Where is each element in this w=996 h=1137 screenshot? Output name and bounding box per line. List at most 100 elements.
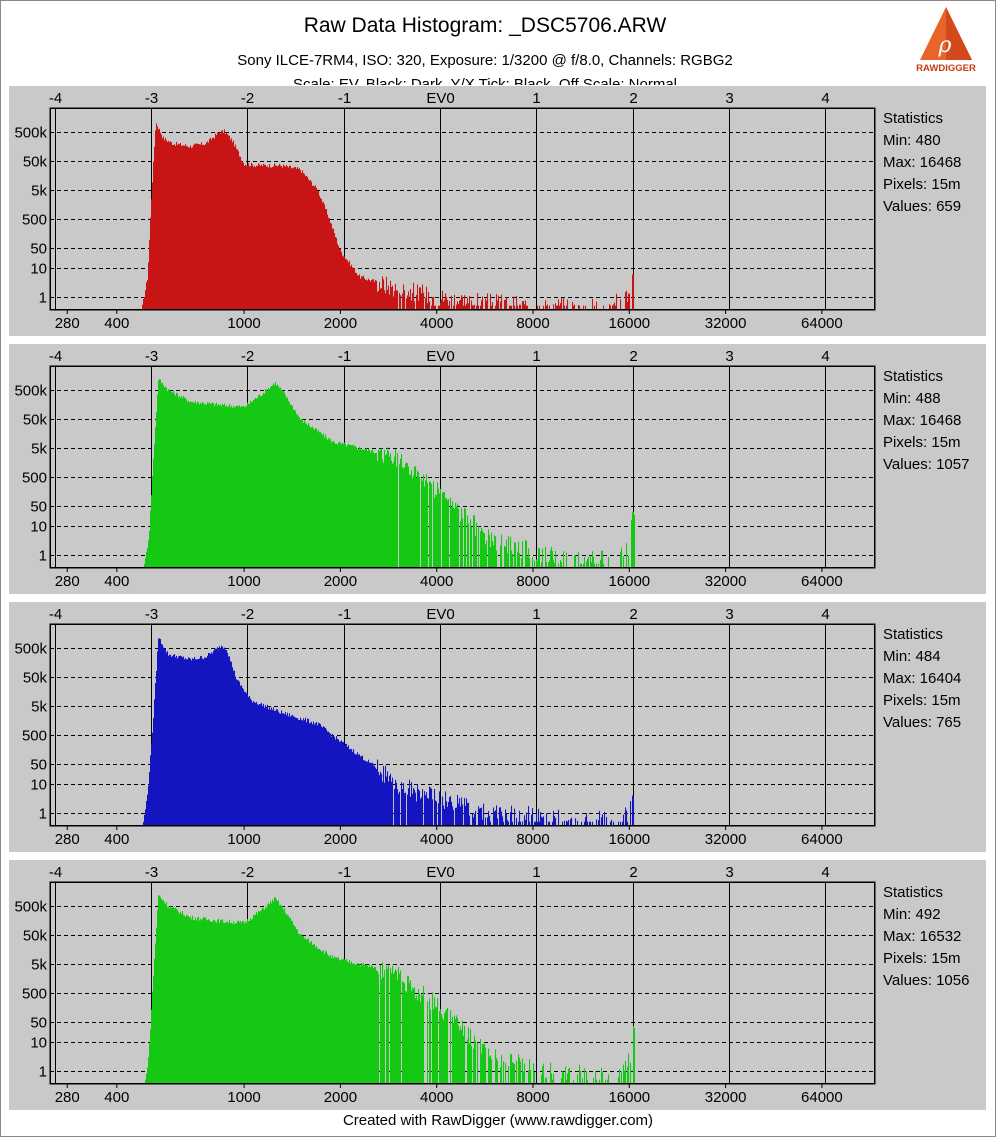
histogram-bar [443,805,445,826]
histogram-bar [478,806,480,826]
x-tick-label: 1000 [227,573,260,590]
histogram-bar [550,1062,552,1084]
histogram-bar [596,563,598,568]
histogram-bar [384,970,386,1084]
histogram-bar [480,808,482,826]
histogram-bar [405,991,407,1084]
histogram-bar [287,166,289,310]
histogram-bar [189,402,191,568]
ev-tick-label: -1 [338,606,351,623]
histogram-bar [243,162,245,310]
histogram-bar [461,1030,463,1084]
histogram-bar [516,817,518,826]
histogram-bar [307,939,309,1084]
histogram-bar [210,653,212,826]
histogram-bar [348,262,350,310]
histogram-bar [394,456,396,568]
histogram-bar [194,656,196,826]
histogram-bar [440,1009,442,1084]
histogram-bar [222,130,224,310]
histogram-bar [286,715,288,826]
histogram-bar [398,793,400,826]
histogram-bar [428,798,430,826]
x-tick-label: 2000 [324,573,357,590]
histogram-bar [370,452,372,568]
histogram-bar [522,821,524,826]
histogram-bar [351,445,353,568]
histogram-bar [320,431,322,568]
histogram-bar [165,648,167,826]
histogram-bar [167,141,169,310]
histogram-bar [233,921,235,1084]
histogram-bar [383,976,385,1084]
histogram-bar [463,1035,465,1084]
histogram-bar [288,400,290,568]
histogram-bar [397,290,399,310]
histogram-bar [223,648,225,826]
histogram-bar [175,145,177,310]
histogram-bar [172,145,174,310]
histogram-bar [332,733,334,826]
histogram-bar [245,691,247,826]
histogram-bar [214,138,216,310]
histogram-bar [555,303,557,310]
histogram-bar [348,745,350,826]
histogram-bar [230,923,232,1084]
x-tick-label: 16000 [608,573,650,590]
histogram-bar [216,135,218,310]
histogram-bar [593,1077,595,1084]
histogram-bar [336,237,338,310]
histogram-bar [238,680,240,826]
ev-tick-label: 4 [821,90,829,107]
histogram-bar [416,294,418,310]
histogram-bar [182,145,184,310]
histogram-bar [363,449,365,568]
y-tick-label: 50k [23,154,48,171]
histogram-bar [453,809,455,826]
histogram-bar [574,304,576,310]
histogram-bar [322,435,324,568]
x-tick-label: 64000 [801,1089,843,1106]
histogram-bar [485,1047,487,1084]
histogram-bar [522,301,524,310]
histogram-bar [164,648,166,826]
histogram-bar [358,275,360,310]
histogram-bar [205,403,207,568]
histogram-bar [300,934,302,1084]
histogram-bar [608,1074,610,1084]
histogram-bar [458,304,460,310]
histogram-bar [180,655,182,826]
histogram-bar [433,481,435,568]
ev-tick-label: 2 [629,606,637,623]
histogram-bar [221,406,223,568]
histogram-bar [414,789,416,826]
histogram-bar [284,392,286,568]
histogram-bar [510,1053,512,1084]
histogram-bar [435,800,437,826]
histogram-bar [501,294,503,310]
histogram-bar [168,389,170,568]
histogram-bar [327,954,329,1084]
histogram-bar [466,798,468,826]
histogram-bar [352,445,354,568]
histogram-bar [319,195,321,310]
histogram-bar [294,167,296,310]
histogram-bar [160,379,162,568]
histogram-bar [384,782,386,826]
histogram-bar [433,1009,435,1084]
histogram-bar [342,255,344,310]
histogram-bar [169,908,171,1084]
histogram-bar [500,807,502,826]
histogram-bar [410,289,412,310]
histogram-bar [480,1038,482,1084]
histogram-bar [373,967,375,1084]
histogram-bar [482,296,484,310]
histogram-bar [455,502,457,568]
histogram-bar [545,300,547,310]
histogram-bar [335,739,337,826]
histogram-panel-red: 1 10 50 500 5k 50k 500k -4 -3 -2 -1 EV0 1 2 3 4 280 400 10… [9,86,986,336]
histogram-bar [237,680,239,826]
histogram-bar [231,922,233,1084]
histogram-bar [429,786,431,826]
histogram-bar [271,707,273,826]
